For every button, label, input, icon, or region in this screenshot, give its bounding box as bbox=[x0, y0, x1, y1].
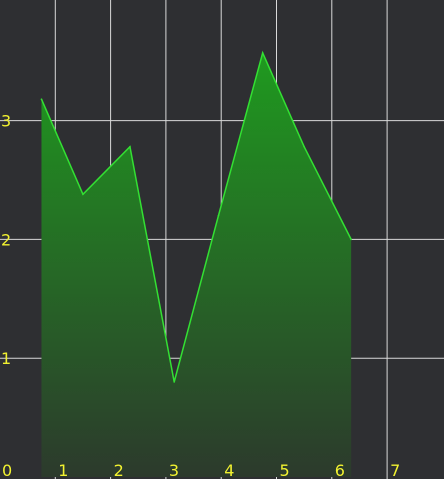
x-tick-label: 7 bbox=[390, 461, 400, 479]
data-point-2 bbox=[82, 193, 84, 196]
x-tick-label: 0 bbox=[2, 461, 12, 479]
data-point-4 bbox=[173, 381, 175, 383]
data-point-8 bbox=[350, 238, 352, 241]
data-point-1 bbox=[40, 98, 43, 101]
y-tick-label: 1 bbox=[1, 349, 11, 368]
data-point-3 bbox=[129, 145, 131, 148]
area-fill bbox=[41, 52, 352, 477]
area-series bbox=[40, 50, 352, 477]
x-tick-label: 6 bbox=[335, 461, 345, 479]
data-point-6 bbox=[261, 52, 264, 54]
x-tick-label: 5 bbox=[280, 461, 290, 479]
x-tick-label: 4 bbox=[224, 461, 234, 479]
y-tick-label: 3 bbox=[1, 112, 11, 131]
x-tick-label: 3 bbox=[169, 461, 179, 479]
tick-labels: 0 1 2 3 4 5 6 7 1 2 3 bbox=[1, 112, 400, 479]
series-line bbox=[40, 50, 352, 383]
data-point-5 bbox=[217, 214, 220, 217]
x-tick-label: 2 bbox=[114, 461, 124, 479]
x-tick-label: 1 bbox=[58, 461, 68, 479]
data-point-7 bbox=[303, 145, 305, 148]
y-tick-label: 2 bbox=[1, 230, 11, 249]
